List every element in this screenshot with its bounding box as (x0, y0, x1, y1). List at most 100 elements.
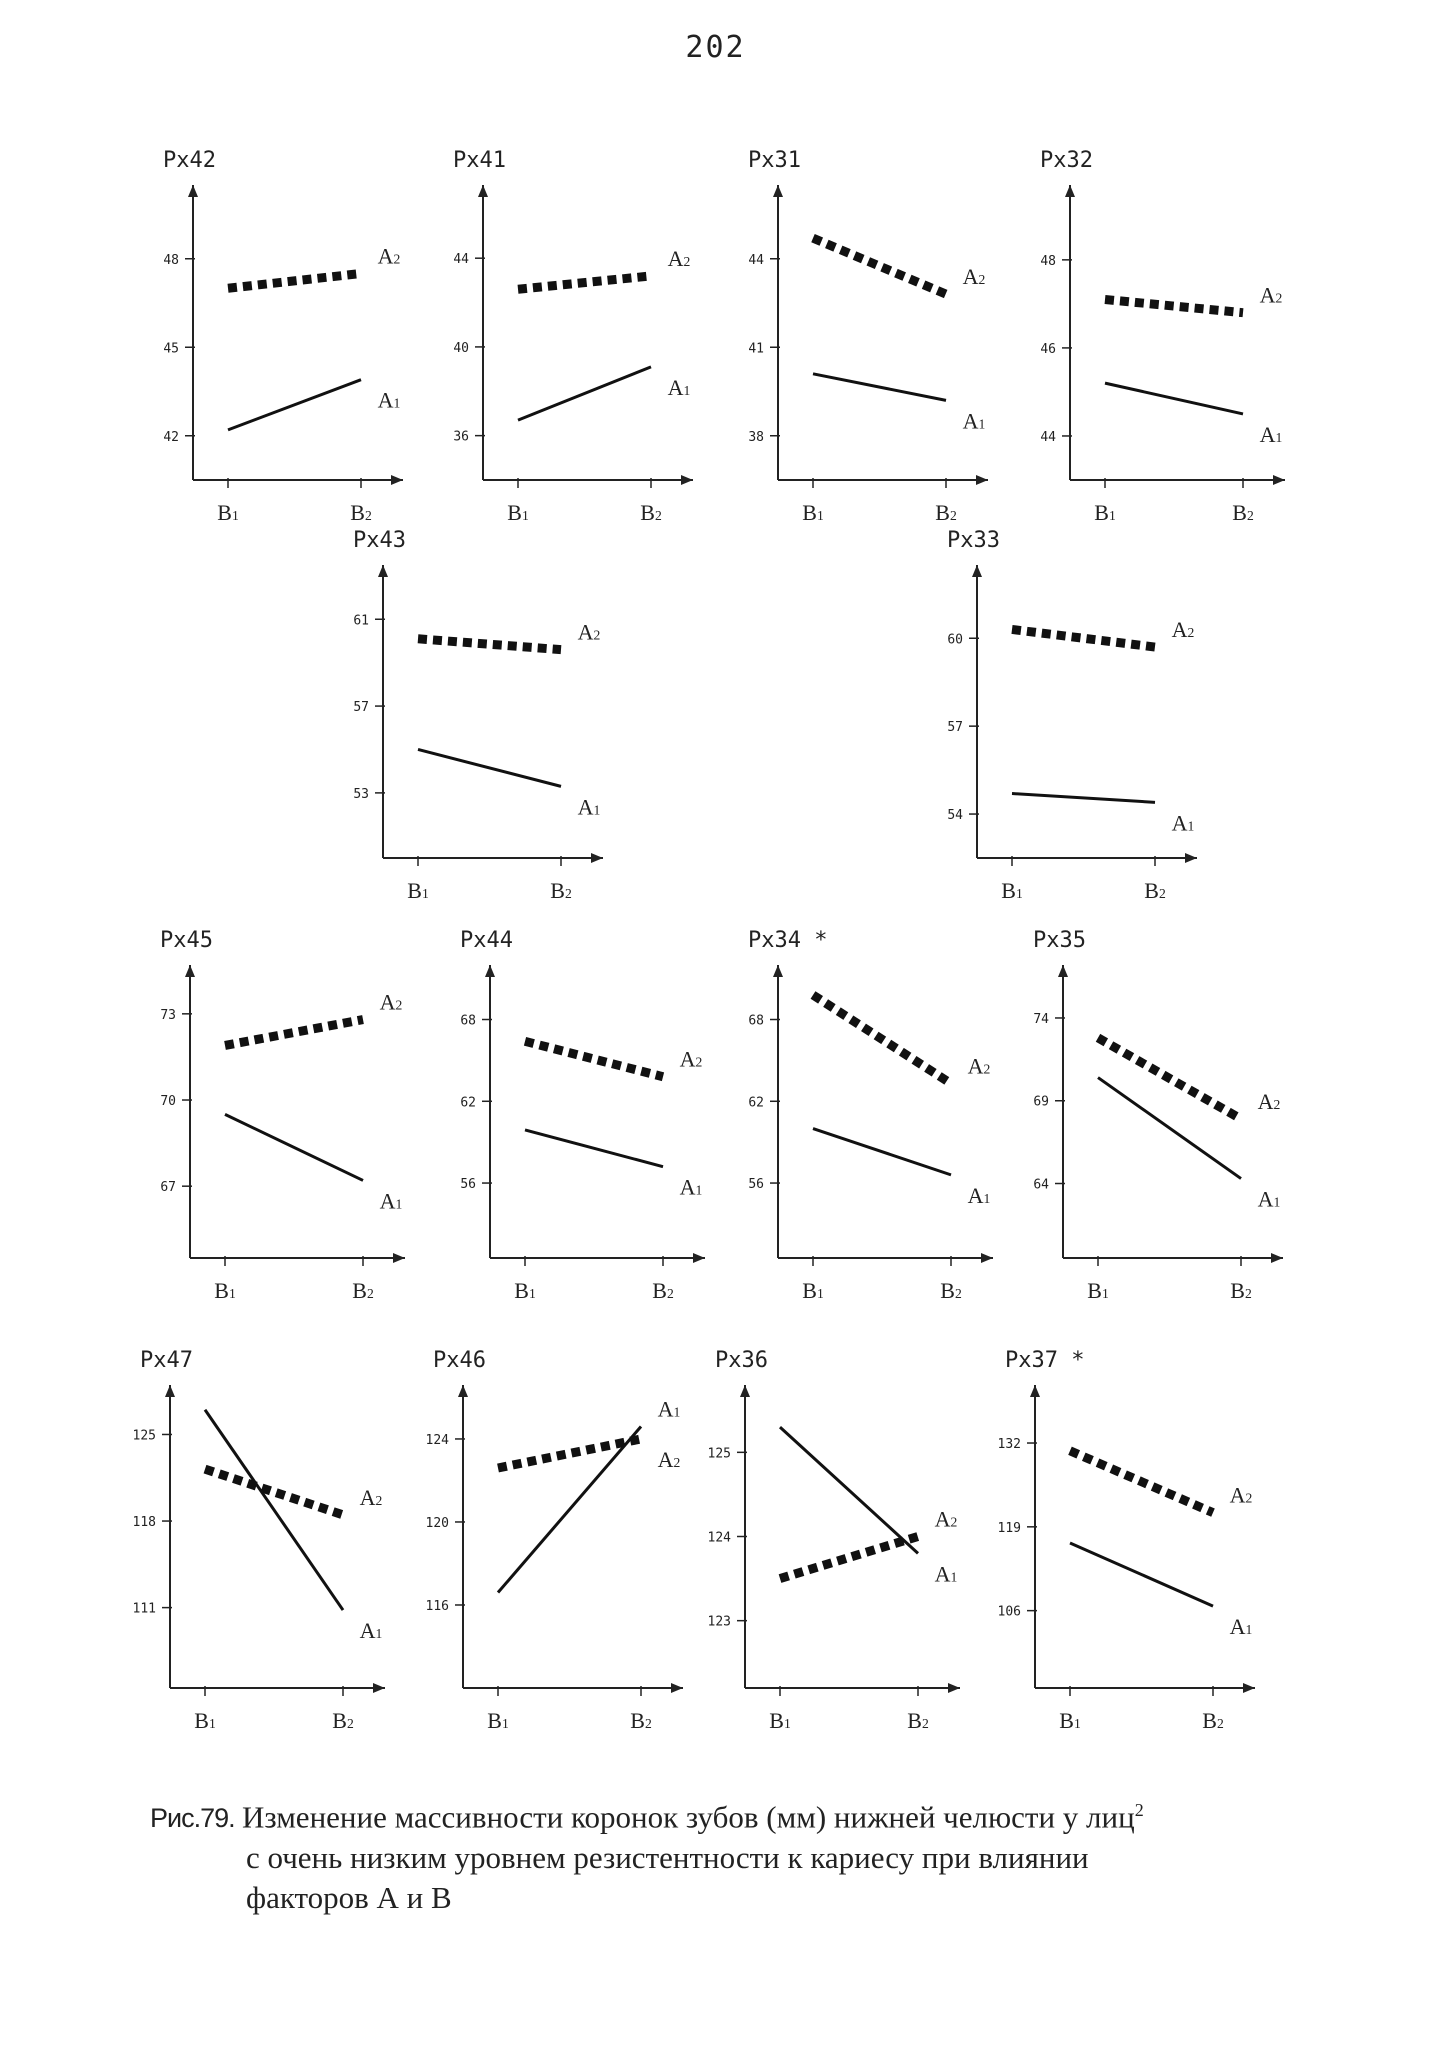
y-tick-label: 41 (748, 341, 764, 356)
chart-title: Px46 (433, 1348, 486, 1373)
series-a1-line (812, 372, 947, 402)
series-a2-label: A2 (578, 620, 601, 645)
chart-px44: Px44 68 62 56 B1 B2 A2 A1 (460, 928, 705, 1303)
y-tick-label: 62 (460, 1095, 476, 1110)
x-tick-label: B1 (194, 1708, 216, 1733)
page-number: 202 (685, 30, 746, 65)
x-tick-label: B1 (487, 1708, 509, 1733)
y-tick-label: 60 (947, 632, 963, 647)
y-axis-arrow (478, 185, 488, 197)
series-a2-line (778, 1532, 920, 1583)
x-tick-label: B1 (802, 500, 824, 525)
y-tick-label: 57 (353, 700, 369, 715)
y-tick-label: 120 (426, 1516, 449, 1531)
series-a2-label: A2 (680, 1047, 703, 1072)
chart-title: Px36 (715, 1348, 768, 1373)
series-a1-line (1011, 792, 1156, 804)
y-tick-label: 125 (133, 1428, 156, 1443)
chart-title: Px47 (140, 1348, 193, 1373)
y-tick-label: 42 (163, 430, 179, 445)
y-tick-label: 132 (998, 1437, 1021, 1452)
y-tick-label: 36 (453, 430, 469, 445)
x-axis-arrow (591, 853, 603, 863)
chart-px46: Px46 124 120 116 B1 B2 A2 A1 (426, 1348, 683, 1733)
chart-title: Px42 (163, 148, 216, 173)
series-a2-line (417, 634, 562, 655)
series-a1-label: A1 (360, 1618, 383, 1643)
series-a1-line (812, 1127, 952, 1177)
series-a2-label: A2 (360, 1485, 383, 1510)
y-tick-label: 124 (426, 1433, 450, 1448)
series-a1-line (517, 365, 652, 422)
series-a1-label: A1 (1172, 810, 1195, 835)
y-axis-arrow (185, 965, 195, 977)
series-a2-line (224, 1015, 364, 1050)
chart-px36: Px36 125 124 123 B1 B2 A2 A1 (708, 1348, 960, 1733)
figure-caption: Рис.79. Изменение массивности коронок зуб… (150, 1790, 1280, 1918)
series-a1-label: A1 (658, 1397, 681, 1422)
x-tick-label: B2 (1230, 1278, 1252, 1303)
series-a1-label: A1 (935, 1561, 958, 1586)
caption-text-1: Изменение массивности коронок зубов (мм)… (242, 1799, 1135, 1835)
x-tick-label: B1 (214, 1278, 236, 1303)
series-a2-line (810, 991, 954, 1088)
y-tick-label: 64 (1033, 1178, 1049, 1193)
x-tick-label: B2 (935, 500, 957, 525)
y-tick-label: 44 (453, 252, 469, 267)
y-axis-arrow (458, 1385, 468, 1397)
y-axis-arrow (188, 185, 198, 197)
y-tick-label: 74 (1033, 1012, 1049, 1027)
x-tick-label: B1 (217, 500, 239, 525)
chart-px41: Px41 44 40 36 B1 B2 A2 A1 (453, 148, 693, 525)
series-a2-line (227, 269, 362, 293)
y-tick-label: 61 (353, 613, 369, 628)
y-tick-label: 56 (460, 1177, 476, 1192)
x-tick-label: B1 (769, 1708, 791, 1733)
x-tick-label: B1 (1059, 1708, 1081, 1733)
x-tick-label: B2 (907, 1708, 929, 1733)
series-a2-label: A2 (963, 264, 986, 289)
y-tick-label: 69 (1033, 1095, 1049, 1110)
series-a2-line (523, 1036, 665, 1082)
x-tick-label: B2 (652, 1278, 674, 1303)
series-a1-line (417, 748, 562, 788)
y-axis-arrow (972, 565, 982, 577)
chart-title: Px45 (160, 928, 213, 953)
y-tick-label: 56 (748, 1177, 764, 1192)
x-tick-label: B2 (332, 1708, 354, 1733)
chart-px31: Px31 44 41 38 B1 B2 A2 A1 (748, 148, 988, 525)
series-a1-label: A1 (378, 388, 401, 413)
series-a1-label: A1 (680, 1175, 703, 1200)
series-a2-line (203, 1464, 345, 1520)
y-tick-label: 111 (133, 1602, 156, 1617)
caption-superscript: 2 (1134, 1800, 1144, 1820)
x-tick-label: B2 (940, 1278, 962, 1303)
series-a1-line (1104, 381, 1244, 416)
x-axis-arrow (1185, 853, 1197, 863)
series-a2-line (811, 233, 948, 299)
series-a2-line (517, 271, 652, 294)
x-tick-label: B1 (407, 878, 429, 903)
y-axis-arrow (773, 965, 783, 977)
y-tick-label: 57 (947, 720, 963, 735)
y-axis-arrow (1058, 965, 1068, 977)
x-tick-label: B1 (507, 500, 529, 525)
x-axis-arrow (681, 475, 693, 485)
y-tick-label: 53 (353, 787, 369, 802)
series-a2-label: A2 (935, 1507, 958, 1532)
series-a2-line (1095, 1033, 1244, 1123)
x-tick-label: B2 (1202, 1708, 1224, 1733)
series-a1-line (778, 1425, 920, 1555)
series-a1-label: A1 (578, 794, 601, 819)
chart-title: Px33 (947, 528, 1000, 553)
chart-px45: Px45 73 70 67 B1 B2 A2 A1 (160, 928, 405, 1303)
chart-title: Px31 (748, 148, 801, 173)
y-axis-arrow (1065, 185, 1075, 197)
y-tick-label: 48 (1040, 254, 1056, 269)
y-tick-label: 46 (1040, 342, 1056, 357)
y-tick-label: 123 (708, 1615, 731, 1630)
y-tick-label: 45 (163, 341, 179, 356)
series-a2-line (497, 1434, 642, 1473)
y-tick-label: 67 (160, 1180, 176, 1195)
